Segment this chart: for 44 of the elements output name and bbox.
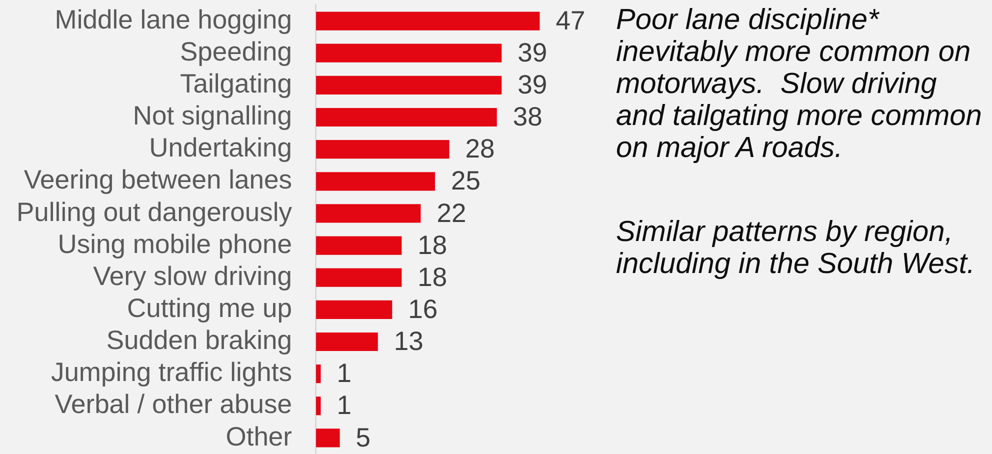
data-label: 13 [394,326,424,356]
y-tick-label: Sudden braking [106,325,292,356]
bar [316,364,321,384]
y-tick-label: Jumping traffic lights [50,357,292,388]
bar [316,396,321,416]
bar [316,76,502,94]
text: Similar patterns by region, including in the South West. [616,216,976,280]
bar [316,172,435,191]
data-label: 28 [465,134,495,164]
data-label: 18 [418,262,448,292]
data-label: 25 [451,166,480,196]
y-tick-label: Verbal / other abuse [54,389,292,420]
bar [316,332,378,352]
text: Poor lane discipline* inevitably more common on motorways. Slow driving and tailgating more common on major A roads. [616,4,983,164]
y-tick-label: Very slow driving [93,260,292,291]
y-tick-label: Using mobile phone [58,228,292,259]
bar [316,428,340,448]
bar [316,268,402,287]
data-label: 22 [436,198,466,228]
y-tick-label: Veering between lanes [24,164,292,195]
bar [316,12,540,30]
data-label: 5 [356,422,371,452]
y-tick-label: Tailgating [180,68,292,98]
y-tick-label: Pulling out dangerously [16,196,293,227]
bar [316,236,402,255]
bar [316,44,502,62]
data-label: 1 [336,390,352,420]
bar [316,300,392,319]
data-label: 39 [518,69,548,100]
data-label: 16 [408,294,438,324]
bar [316,204,421,223]
data-label: 47 [556,5,586,36]
data-label: 18 [418,230,448,260]
data-label: 38 [512,102,542,132]
bar [316,108,497,127]
data-label: 1 [336,358,352,388]
y-tick-label: Other [226,421,292,452]
y-tick-label: Middle lane hogging [54,4,292,34]
bar [316,140,450,159]
y-tick-label: Undertaking [149,132,292,163]
data-label: 39 [518,37,548,68]
y-tick-label: Cutting me up [127,292,292,323]
y-tick-label: Not signalling [132,100,292,131]
y-tick-label: Speeding [180,36,292,66]
